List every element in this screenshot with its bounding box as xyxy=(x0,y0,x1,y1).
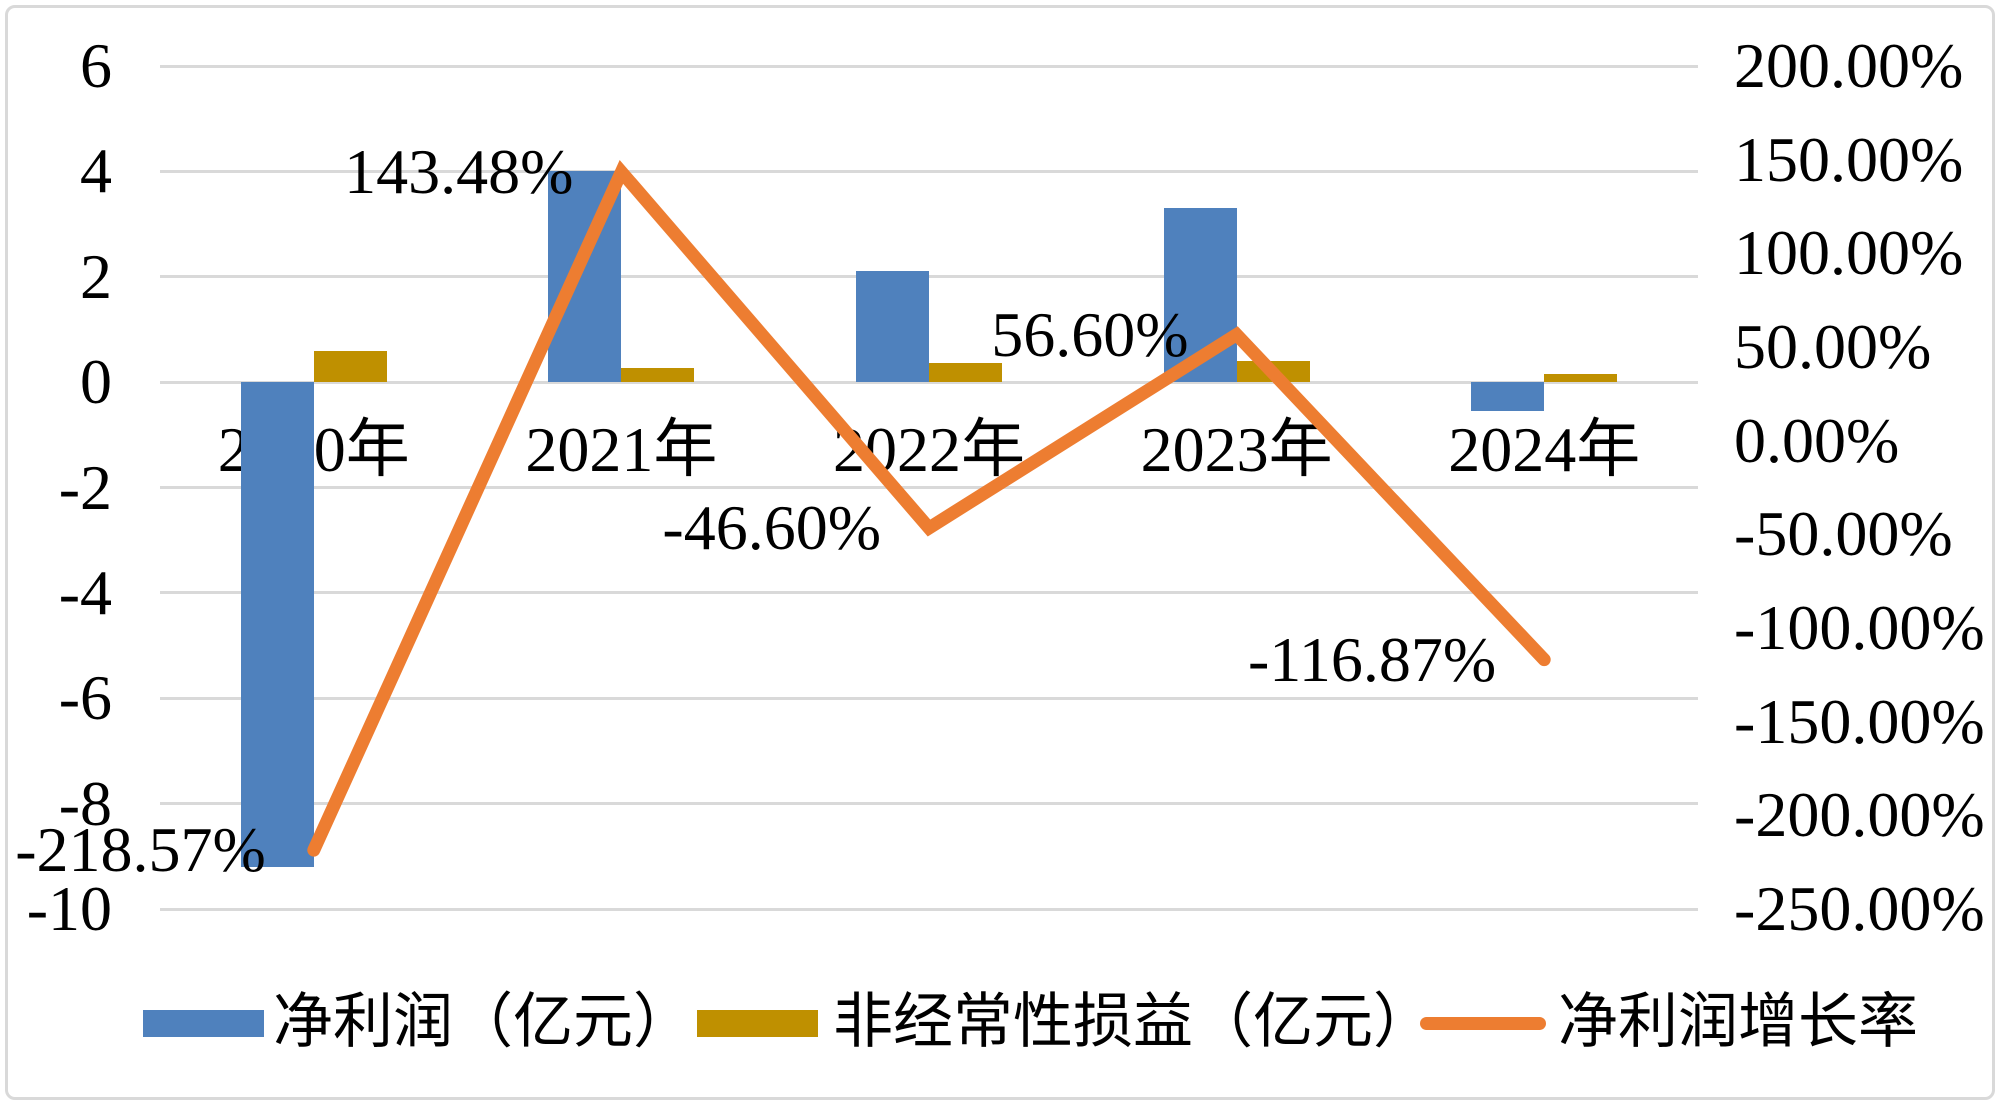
right-axis-tick-label: 50.00% xyxy=(1734,311,1932,382)
legend: 净利润（亿元） 非经常性损益（亿元） 净利润增长率 xyxy=(0,988,2000,1058)
left-axis-tick-label: -2 xyxy=(58,451,112,523)
gridline xyxy=(160,380,1698,384)
left-axis-tick-label: -8 xyxy=(58,767,112,839)
line-data-label: 56.60% xyxy=(991,298,1189,370)
right-axis-tick-label: 0.00% xyxy=(1734,404,1900,476)
category-label: 2021年 xyxy=(525,414,718,485)
bar-net-profit xyxy=(1471,382,1545,412)
bar-non-recurring xyxy=(1544,374,1618,383)
gridline xyxy=(160,169,1698,173)
legend-label-growth-rate: 净利润增长率 xyxy=(1558,989,1918,1055)
gridline xyxy=(160,275,1698,279)
left-axis-tick-label: 4 xyxy=(80,135,112,207)
gridline xyxy=(160,802,1698,806)
legend-label-non-recurring: 非经常性损益（亿元） xyxy=(833,989,1433,1055)
right-axis-tick-label: -100.00% xyxy=(1734,592,1985,663)
bar-non-recurring xyxy=(621,367,695,383)
legend-swatch-net-profit xyxy=(143,1010,264,1037)
left-axis-tick-label: 6 xyxy=(80,30,112,101)
line-data-label: -218.57% xyxy=(15,814,266,886)
right-axis-tick-label: -50.00% xyxy=(1734,498,1953,570)
legend-label-net-profit: 净利润（亿元） xyxy=(273,989,693,1055)
left-axis-tick-label: 0 xyxy=(80,346,112,418)
right-axis-tick-label: 150.00% xyxy=(1734,123,1964,195)
gridline xyxy=(160,591,1698,595)
right-axis-tick-label: -250.00% xyxy=(1734,873,1985,944)
left-axis-tick-label: 2 xyxy=(80,240,112,312)
bar-net-profit xyxy=(240,382,314,867)
right-axis-tick-label: 100.00% xyxy=(1734,217,1964,289)
legend-swatch-growth-rate xyxy=(1420,1017,1546,1030)
left-axis-tick-label: -6 xyxy=(58,662,112,734)
gridline xyxy=(160,696,1698,700)
right-axis-tick-label: -200.00% xyxy=(1734,779,1985,851)
category-label: 2024年 xyxy=(1448,414,1641,485)
gridline xyxy=(160,486,1698,489)
gridline xyxy=(160,907,1698,911)
left-axis-tick-label: -4 xyxy=(58,556,112,628)
line-data-label: -46.60% xyxy=(662,491,881,563)
bar-non-recurring xyxy=(929,363,1002,383)
category-label: 2023年 xyxy=(1140,414,1333,485)
bar-non-recurring xyxy=(313,350,387,383)
right-axis-tick-label: -150.00% xyxy=(1734,685,1985,757)
left-axis-tick-label: -10 xyxy=(26,873,112,944)
gridline xyxy=(160,64,1698,68)
right-axis-tick-label: 200.00% xyxy=(1734,30,1964,101)
line-data-label: 143.48% xyxy=(344,135,574,207)
legend-swatch-non-recurring xyxy=(697,1010,818,1037)
line-data-label: -116.87% xyxy=(1247,623,1497,695)
bar-net-profit xyxy=(856,271,929,383)
